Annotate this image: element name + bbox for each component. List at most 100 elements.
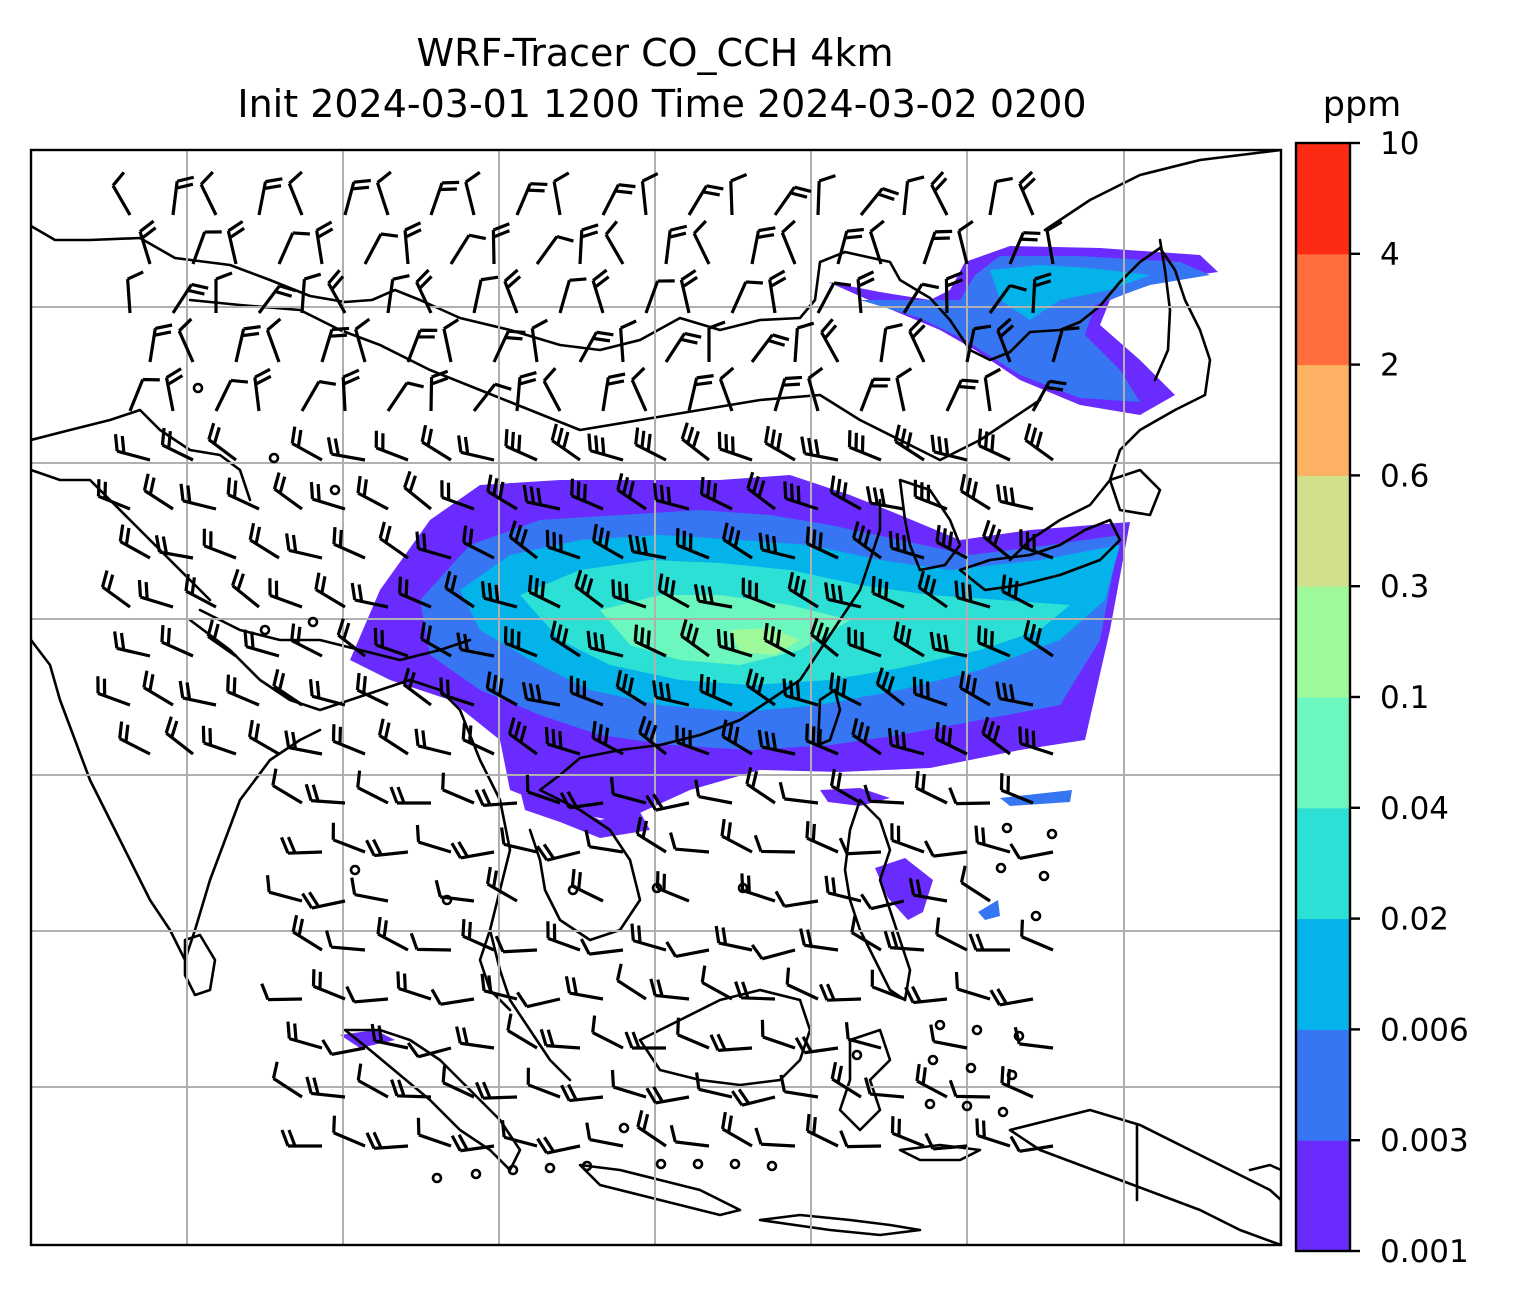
- colorbar-swatch: [1296, 143, 1350, 255]
- wind-barb: [783, 481, 819, 511]
- colorbar-swatch: [1296, 918, 1350, 1030]
- colorbar-tick-label: 0.1: [1380, 680, 1429, 716]
- wind-barb: [341, 368, 360, 412]
- colorbar-swatch: [1296, 253, 1350, 366]
- wind-barb: [415, 531, 452, 560]
- wind-barb: [768, 269, 787, 314]
- calm-marker: [259, 624, 271, 636]
- wind-barb: [995, 681, 1034, 707]
- wind-barb: [1009, 1135, 1054, 1153]
- wind-barb: [805, 723, 839, 756]
- wind-barb: [958, 670, 991, 707]
- wind-barb: [890, 1116, 925, 1148]
- wind-barb: [272, 668, 303, 707]
- wind-barb: [398, 576, 432, 609]
- wind-barb: [164, 367, 184, 412]
- wind-barb: [415, 824, 452, 854]
- wind-barb: [913, 479, 948, 511]
- wind-barb: [429, 369, 449, 412]
- colorbar-tick-label: 10: [1380, 126, 1419, 162]
- wind-barb: [142, 670, 174, 707]
- calm-marker: [995, 862, 1007, 874]
- wind-barb: [1045, 220, 1063, 265]
- plume-patch-philippines: [875, 858, 933, 920]
- wind-barb: [142, 473, 174, 511]
- wind-barb: [305, 1076, 346, 1099]
- wind-barb: [974, 825, 1011, 854]
- wind-barb: [171, 282, 209, 314]
- wind-barb: [644, 279, 675, 314]
- wind-barb: [154, 535, 194, 560]
- wind-barb: [480, 973, 518, 1001]
- wind-barb: [507, 717, 538, 756]
- wind-barb: [287, 170, 304, 216]
- wind-barb: [374, 430, 409, 462]
- wind-barb: [591, 523, 624, 560]
- wind-barb: [914, 770, 948, 805]
- wind-barb: [675, 528, 710, 560]
- wind-barb: [301, 891, 346, 910]
- wind-barb: [977, 428, 1011, 462]
- wind-barb: [403, 221, 422, 265]
- wind-barb: [721, 719, 753, 756]
- wind-barb: [549, 620, 581, 658]
- wind-barb: [472, 275, 499, 314]
- wind-barb: [525, 774, 561, 805]
- wind-barb: [633, 624, 667, 658]
- wind-barb: [989, 988, 1034, 1007]
- wind-barbs: [96, 170, 1080, 1155]
- calm-marker: [470, 1168, 482, 1180]
- wind-barb: [630, 923, 667, 952]
- wind-barb: [859, 187, 900, 217]
- map-title: WRF-Tracer CO_CCH 4km: [417, 31, 894, 75]
- wind-barb: [785, 967, 819, 1001]
- wind-barb: [718, 366, 735, 412]
- wind-barb: [1018, 726, 1054, 756]
- wind-barb: [721, 522, 753, 560]
- wind-barb: [516, 991, 561, 1009]
- calm-marker: [934, 1019, 946, 1031]
- wind-barb: [655, 871, 690, 903]
- colorbar-swatch: [1296, 1140, 1350, 1252]
- wind-barb: [474, 1081, 518, 1100]
- calm-marker: [737, 882, 749, 894]
- wind-barb: [935, 917, 968, 952]
- wind-barb: [716, 628, 753, 658]
- wind-barb: [350, 877, 389, 903]
- wind-barb: [895, 367, 913, 412]
- wind-barb: [503, 268, 522, 314]
- wind-barb: [257, 177, 283, 216]
- wind-barb: [234, 325, 261, 363]
- colorbar-tick-label: 2: [1380, 348, 1400, 384]
- wind-barb: [818, 983, 862, 1002]
- wind-barb: [930, 434, 968, 462]
- wind-barb: [717, 431, 753, 462]
- wind-barb: [536, 1136, 581, 1155]
- wind-barb: [615, 669, 647, 707]
- colorbar-tick-label: 4: [1380, 237, 1400, 273]
- coast-philippines: [843, 798, 912, 1002]
- wind-barb: [591, 720, 624, 756]
- calm-marker: [567, 884, 579, 896]
- wind-barb: [285, 533, 323, 560]
- coast-korea: [898, 478, 962, 572]
- calm-marker: [307, 616, 319, 628]
- wind-barb: [587, 433, 624, 462]
- wind-barb: [760, 1019, 796, 1050]
- wind-barb: [692, 219, 711, 265]
- wind-barb: [544, 726, 581, 756]
- wind-barb: [779, 1074, 819, 1099]
- wind-barb: [578, 223, 599, 265]
- colorbar-tick-label: 0.003: [1380, 1123, 1469, 1159]
- wind-barb: [271, 768, 303, 805]
- wind-barb: [439, 677, 475, 707]
- wind-barb: [350, 582, 389, 609]
- wind-barb: [741, 577, 776, 609]
- wind-barb: [214, 271, 233, 313]
- wind-barb: [402, 667, 432, 707]
- wind-barb: [539, 1028, 581, 1050]
- colorbar-swatches: [1296, 143, 1350, 1252]
- wind-barb: [403, 470, 433, 511]
- wind-barb: [201, 725, 237, 756]
- wind-barb: [378, 521, 409, 560]
